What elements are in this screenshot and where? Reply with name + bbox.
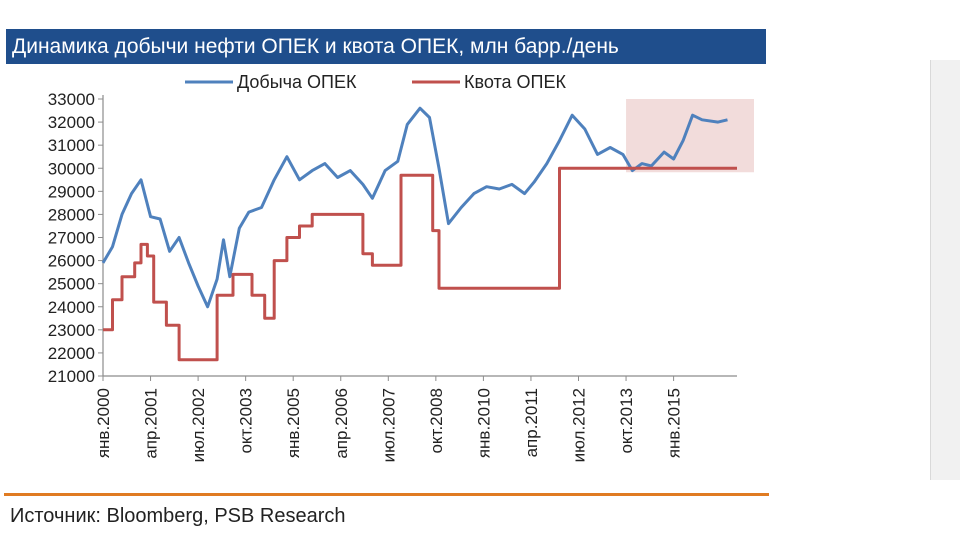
y-tick-label: 29000 bbox=[48, 182, 95, 201]
x-tick-label: июл.2002 bbox=[189, 388, 208, 462]
x-tick-label: апр.2001 bbox=[142, 388, 161, 459]
line-chart: 21000 22000 23000 24000 25000 26000 27000 28000… bbox=[48, 72, 754, 462]
x-tick-label: окт.2003 bbox=[237, 388, 256, 454]
y-tick-label: 32000 bbox=[48, 113, 95, 132]
y-tick-label: 31000 bbox=[48, 136, 95, 155]
footer-divider bbox=[4, 493, 769, 496]
legend-label-1: Добыча ОПЕК bbox=[237, 72, 357, 92]
y-tick-label: 24000 bbox=[48, 298, 95, 317]
series-line-2 bbox=[103, 166, 737, 362]
x-tick-label: апр.2006 bbox=[332, 388, 351, 459]
y-tick-label: 21000 bbox=[48, 367, 95, 386]
y-tick-label: 22000 bbox=[48, 344, 95, 363]
x-tick-label: янв.2005 bbox=[284, 388, 303, 458]
legend-label-2: Квота ОПЕК bbox=[464, 72, 566, 92]
y-tick-label: 28000 bbox=[48, 205, 95, 224]
x-tick-label: июл.2007 bbox=[379, 388, 398, 462]
x-tick-label: июл.2012 bbox=[570, 388, 589, 462]
source-note: Источник: Bloomberg, PSB Research bbox=[10, 505, 346, 527]
highlight-region bbox=[626, 99, 754, 173]
y-tick-label: 33000 bbox=[48, 90, 95, 109]
x-tick-label: окт.2013 bbox=[617, 388, 636, 454]
legend: Добыча ОПЕК Квота ОПЕК bbox=[185, 72, 566, 92]
y-tick-label: 23000 bbox=[48, 321, 95, 340]
chart-title: Динамика добычи нефти ОПЕК и квота ОПЕК,… bbox=[6, 29, 766, 64]
highlight-region-layer bbox=[626, 99, 754, 173]
y-tick-label: 27000 bbox=[48, 229, 95, 248]
x-tick-label: янв.2010 bbox=[474, 388, 493, 458]
x-tick-label: янв.2015 bbox=[665, 388, 684, 458]
y-tick-label: 26000 bbox=[48, 252, 95, 271]
x-tick-label: окт.2008 bbox=[427, 388, 446, 454]
x-tick-label: янв.2000 bbox=[94, 388, 113, 458]
y-tick-label: 25000 bbox=[48, 275, 95, 294]
axes: 21000 22000 23000 24000 25000 26000 27000 28000… bbox=[48, 90, 737, 462]
x-tick-label: апр.2011 bbox=[522, 388, 541, 457]
series-layer bbox=[101, 106, 737, 362]
side-panel bbox=[930, 60, 960, 480]
y-tick-label: 30000 bbox=[48, 159, 95, 178]
series-line-1 bbox=[101, 106, 728, 309]
